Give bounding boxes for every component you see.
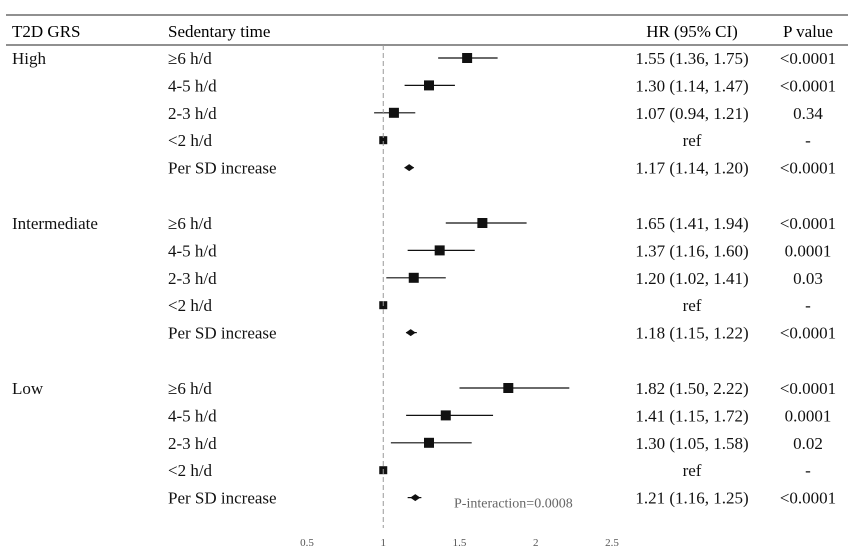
hr-text: ref [683, 131, 702, 150]
x-tick-label: 2 [533, 537, 539, 549]
hr-square [424, 437, 434, 448]
forest-rows: High ≥6 h/d 1.55 (1.36, 1.75) <0.0001 4-5 h/… [12, 49, 836, 512]
hr-text: 1.65 (1.41, 1.94) [635, 214, 748, 233]
p-value-text: 0.03 [793, 269, 823, 288]
x-axis: 0.5 1 1.5 2 2.5 [300, 45, 619, 549]
row-label: ≥6 h/d [168, 49, 212, 68]
hr-text: 1.18 (1.15, 1.22) [635, 324, 748, 343]
hr-square [379, 136, 388, 145]
row-label: ≥6 h/d [168, 214, 212, 233]
row-label: 2-3 h/d [168, 269, 217, 288]
hr-text: 1.07 (0.94, 1.21) [635, 104, 748, 123]
hr-diamond [405, 329, 416, 337]
hr-square [388, 107, 399, 118]
p-value-text: - [805, 131, 811, 150]
hr-text: 1.37 (1.16, 1.60) [635, 241, 748, 260]
hr-text: 1.20 (1.02, 1.41) [635, 269, 748, 288]
hr-square [408, 272, 419, 283]
row-label: 4-5 h/d [168, 76, 217, 95]
row-label: Per SD increase [168, 324, 277, 343]
hr-square [434, 245, 445, 256]
header-p-value: P value [783, 22, 833, 41]
p-value-text: 0.34 [793, 104, 823, 123]
hr-square [424, 80, 434, 91]
hr-text: ref [683, 461, 702, 480]
p-value-text: <0.0001 [780, 49, 836, 68]
row-label: <2 h/d [168, 296, 213, 315]
row-label: Per SD increase [168, 489, 277, 508]
hr-diamond [404, 164, 415, 172]
p-value-text: <0.0001 [780, 76, 836, 95]
row-label: <2 h/d [168, 131, 213, 150]
group-label: Low [12, 379, 44, 398]
hr-square [503, 383, 514, 393]
header-exposure: Sedentary time [168, 22, 270, 41]
p-value-text: <0.0001 [780, 214, 836, 233]
p-value-text: 0.02 [793, 434, 823, 453]
hr-text: 1.82 (1.50, 2.22) [635, 379, 748, 398]
hr-square [440, 410, 451, 421]
x-tick-label: 0.5 [300, 537, 314, 549]
hr-text: 1.30 (1.05, 1.58) [635, 434, 748, 453]
p-value-text: 0.0001 [785, 241, 832, 260]
x-tick-label: 2.5 [605, 537, 619, 549]
p-value-text: - [805, 296, 811, 315]
p-value-text: <0.0001 [780, 159, 836, 178]
group-label: High [12, 49, 47, 68]
header-group: T2D GRS [12, 22, 80, 41]
p-value-text: <0.0001 [780, 489, 836, 508]
row-label: ≥6 h/d [168, 379, 212, 398]
x-tick-label: 1 [381, 537, 387, 549]
p-value-text: <0.0001 [780, 324, 836, 343]
interaction-annotation: P-interaction=0.0008 [454, 497, 573, 512]
row-label: Per SD increase [168, 159, 277, 178]
hr-square [477, 218, 488, 228]
hr-text: 1.17 (1.14, 1.20) [635, 159, 748, 178]
p-value-text: 0.0001 [785, 406, 832, 425]
hr-text: 1.55 (1.36, 1.75) [635, 49, 748, 68]
row-label: 2-3 h/d [168, 104, 217, 123]
hr-text: ref [683, 296, 702, 315]
hr-text: 1.41 (1.15, 1.72) [635, 406, 748, 425]
row-label: 4-5 h/d [168, 241, 217, 260]
p-value-text: - [805, 461, 811, 480]
header-hr: HR (95% CI) [646, 22, 738, 41]
hr-square [462, 53, 473, 63]
row-label: <2 h/d [168, 461, 213, 480]
hr-diamond [410, 494, 421, 502]
x-tick-label: 1.5 [453, 537, 467, 549]
row-label: 2-3 h/d [168, 434, 217, 453]
hr-text: 1.30 (1.14, 1.47) [635, 76, 748, 95]
p-value-text: <0.0001 [780, 379, 836, 398]
hr-text: 1.21 (1.16, 1.25) [635, 489, 748, 508]
group-label: Intermediate [12, 214, 98, 233]
row-label: 4-5 h/d [168, 406, 217, 425]
